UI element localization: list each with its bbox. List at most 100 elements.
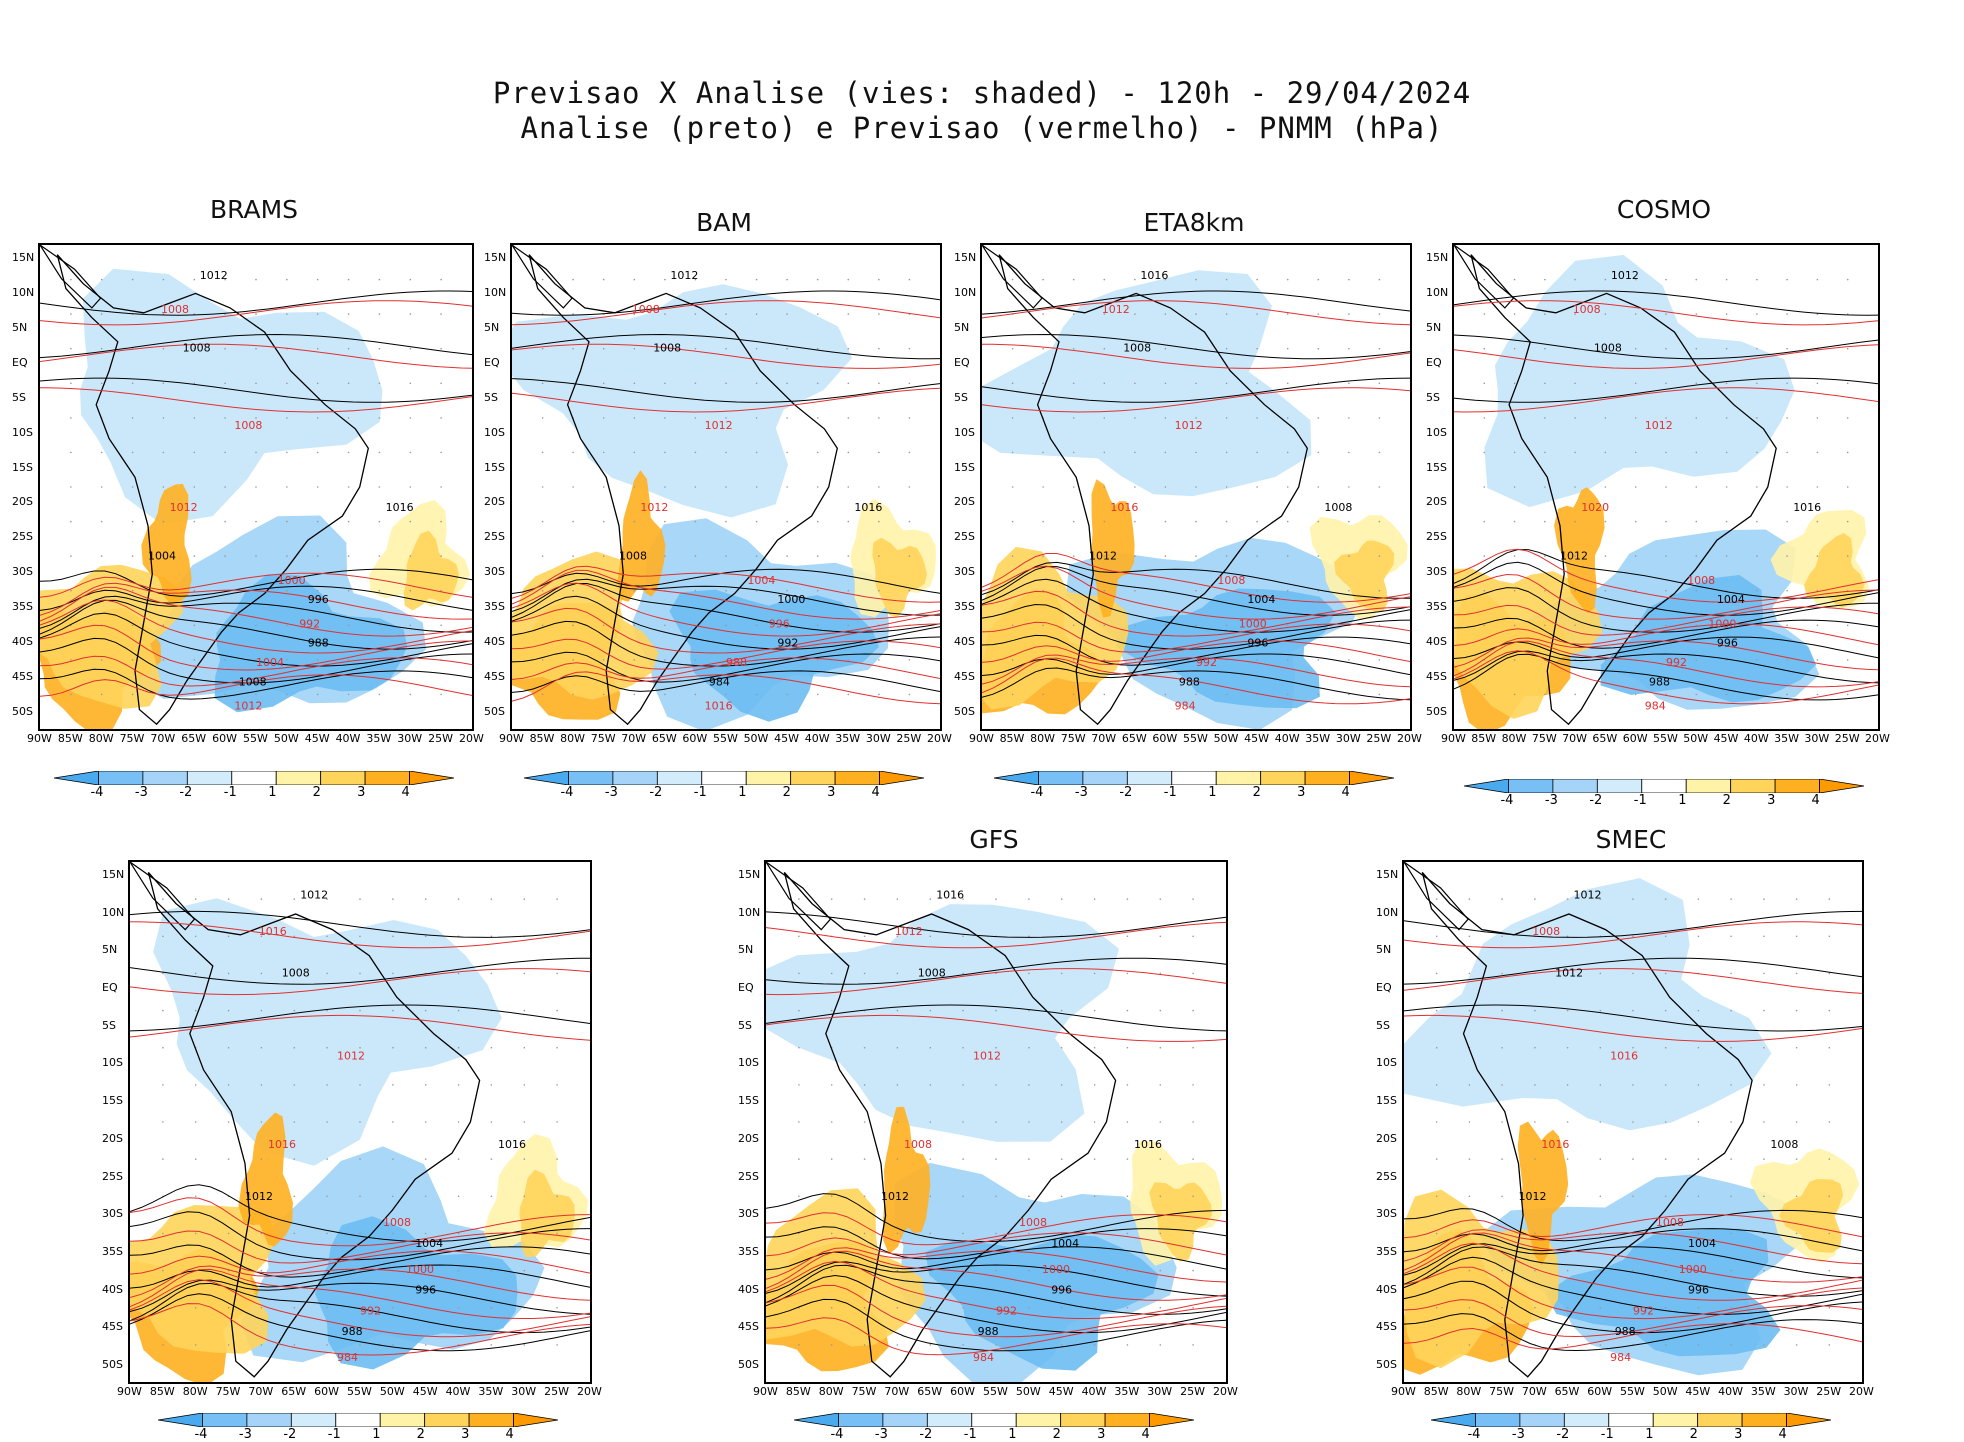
colorbar-segment (882, 1412, 928, 1428)
forecast-isobar (1404, 1266, 1862, 1320)
analysis-isobar (1404, 1246, 1862, 1297)
pressure-bias-map: 1012 1016 1008 1012 1016 1016 1012 1008 1004 1000… (128, 860, 592, 1384)
colorbar-segment (1015, 1412, 1062, 1428)
analysis-isobar (512, 333, 940, 360)
latitude-tick-label: 15S (738, 1094, 759, 1108)
analysis-isobar (40, 668, 472, 700)
latitude-tick-label: 10S (12, 425, 33, 439)
panel-model-label: SMEC (1595, 825, 1667, 854)
forecast-isobar (130, 1279, 590, 1338)
latitude-tick-label: 5N (102, 943, 118, 957)
analysis-isobar (766, 1264, 1226, 1315)
longitude-tick-label: 80W (1030, 732, 1056, 745)
analysis-isobar (512, 568, 940, 594)
colorbar-segment (1786, 1412, 1832, 1428)
analysis-isobar (130, 1264, 590, 1289)
latitude-tick-label: 5N (1426, 320, 1442, 334)
latitude-tick-label: 15S (484, 460, 505, 474)
isobar-value-label: 1012 (1645, 419, 1673, 432)
analysis-isobar (130, 957, 590, 985)
isobar-value-label: 1016 (259, 925, 287, 938)
colorbar-segment (1171, 770, 1217, 786)
longitude-tick-label: 30W (865, 732, 891, 745)
forecast-isobar (766, 1232, 1226, 1257)
forecast-isobar (982, 343, 1410, 369)
colorbar-segment (202, 1412, 248, 1428)
longitude-tick-label: 60W (212, 732, 238, 745)
longitude-tick-label: 70W (248, 1385, 274, 1398)
colorbar-segment (157, 1412, 203, 1428)
longitude-tick-label: 70W (1521, 1385, 1547, 1398)
isobar-value-label: 1000 (406, 1263, 434, 1276)
colorbar-segment (231, 770, 277, 786)
latitude-tick-label: 30S (1426, 565, 1447, 579)
latitude-tick-label: 45S (102, 1320, 123, 1334)
colorbar-segment (53, 770, 99, 786)
colorbar-tick-label: 3 (1297, 785, 1306, 800)
map-svg: 1012 1008 1012 1016 1008 1016 1012 1008 1004 1000… (1404, 862, 1862, 1378)
isobar-value-label: 1016 (936, 888, 964, 901)
central-america-coastline (40, 245, 102, 309)
panel-model-label: BRAMS (209, 195, 299, 224)
forecast-isobar (982, 654, 1410, 688)
longitude-tick-label: 75W (119, 732, 145, 745)
isobar-value-label: 1008 (282, 966, 310, 979)
isobar-value-label: 992 (1633, 1304, 1654, 1317)
latitude-tick-label: 5S (1376, 1018, 1390, 1032)
colorbar-segment (1774, 778, 1820, 794)
isobar-value-label: 996 (308, 593, 329, 606)
longitude-tick-label: 75W (851, 1385, 877, 1398)
south-america-coastline (1421, 871, 1753, 1378)
longitude-tick-label: 85W (149, 1385, 175, 1398)
colorbar-tick-label: 3 (1767, 793, 1776, 808)
colorbar-tick-label: 3 (1734, 1427, 1743, 1442)
longitude-tick-label: 50W (379, 1385, 405, 1398)
latitude-tick-label: 5N (954, 320, 970, 334)
colorbar-tick-label: -4 (1467, 1427, 1481, 1442)
central-america-coastline (1404, 862, 1469, 931)
forecast-isobar (982, 640, 1410, 663)
latitude-tick-label: 35S (484, 600, 505, 614)
forecast-isobar (512, 387, 940, 413)
colorbar-tick-label: 1 (1208, 785, 1217, 800)
bias-shading-area (1334, 540, 1395, 612)
colorbar-segment (290, 1412, 337, 1428)
forecast-isobar (766, 921, 1226, 949)
forecast-isobar (40, 343, 472, 369)
colorbar-tick-label: 1 (738, 785, 747, 800)
latitude-tick-label: 40S (954, 635, 975, 649)
isobar-value-label: 1012 (1089, 550, 1117, 563)
figure-title-line1: Previsao X Analise (vies: shaded) - 120h… (492, 76, 1472, 110)
colorbar-segment (98, 770, 144, 786)
map-svg: 1012 1016 1008 1012 1016 1016 1012 1008 1004 1000… (130, 862, 590, 1382)
isobar-value-label: 1012 (1560, 550, 1588, 563)
latitude-tick-label: 15N (12, 251, 35, 264)
isobar-value-label: 1008 (653, 342, 681, 355)
longitude-tick-label: 75W (215, 1385, 241, 1398)
isobar-value-label: 1008 (1217, 574, 1245, 587)
forecast-isobar (40, 624, 472, 671)
latitude-tick-label: 35S (102, 1244, 123, 1258)
forecast-isobar (766, 1284, 1226, 1338)
latitude-tick-label: 20S (1376, 1131, 1397, 1145)
longitude-tick-label: 75W (1060, 732, 1086, 745)
latitude-tick-label: 10N (1426, 285, 1449, 299)
analysis-isobar (1454, 549, 1878, 599)
isobar-value-label: 1012 (705, 419, 733, 432)
colorbar-tick-label: -4 (560, 785, 574, 800)
isobar-value-label: 1008 (619, 550, 647, 563)
longitude-tick-label: 60W (1622, 732, 1648, 745)
latitude-tick-label: 50S (738, 1358, 759, 1371)
latitude-tick-label: 5S (738, 1018, 752, 1032)
latitude-tick-label: 25S (1376, 1169, 1397, 1183)
bias-shading-area (617, 470, 666, 602)
isobar-value-label: 1000 (278, 574, 306, 587)
isobar-value-label: 1004 (1247, 593, 1275, 606)
longitude-tick-label: 65W (181, 732, 207, 745)
latitude-tick-label: EQ (1426, 355, 1442, 369)
isobar-value-label: 992 (777, 637, 798, 650)
south-america-coastline (1470, 254, 1777, 726)
isobar-value-label: 1012 (1611, 269, 1639, 282)
colorbar-tick-label: -3 (134, 785, 148, 800)
latitude-tick-label: EQ (738, 981, 754, 995)
